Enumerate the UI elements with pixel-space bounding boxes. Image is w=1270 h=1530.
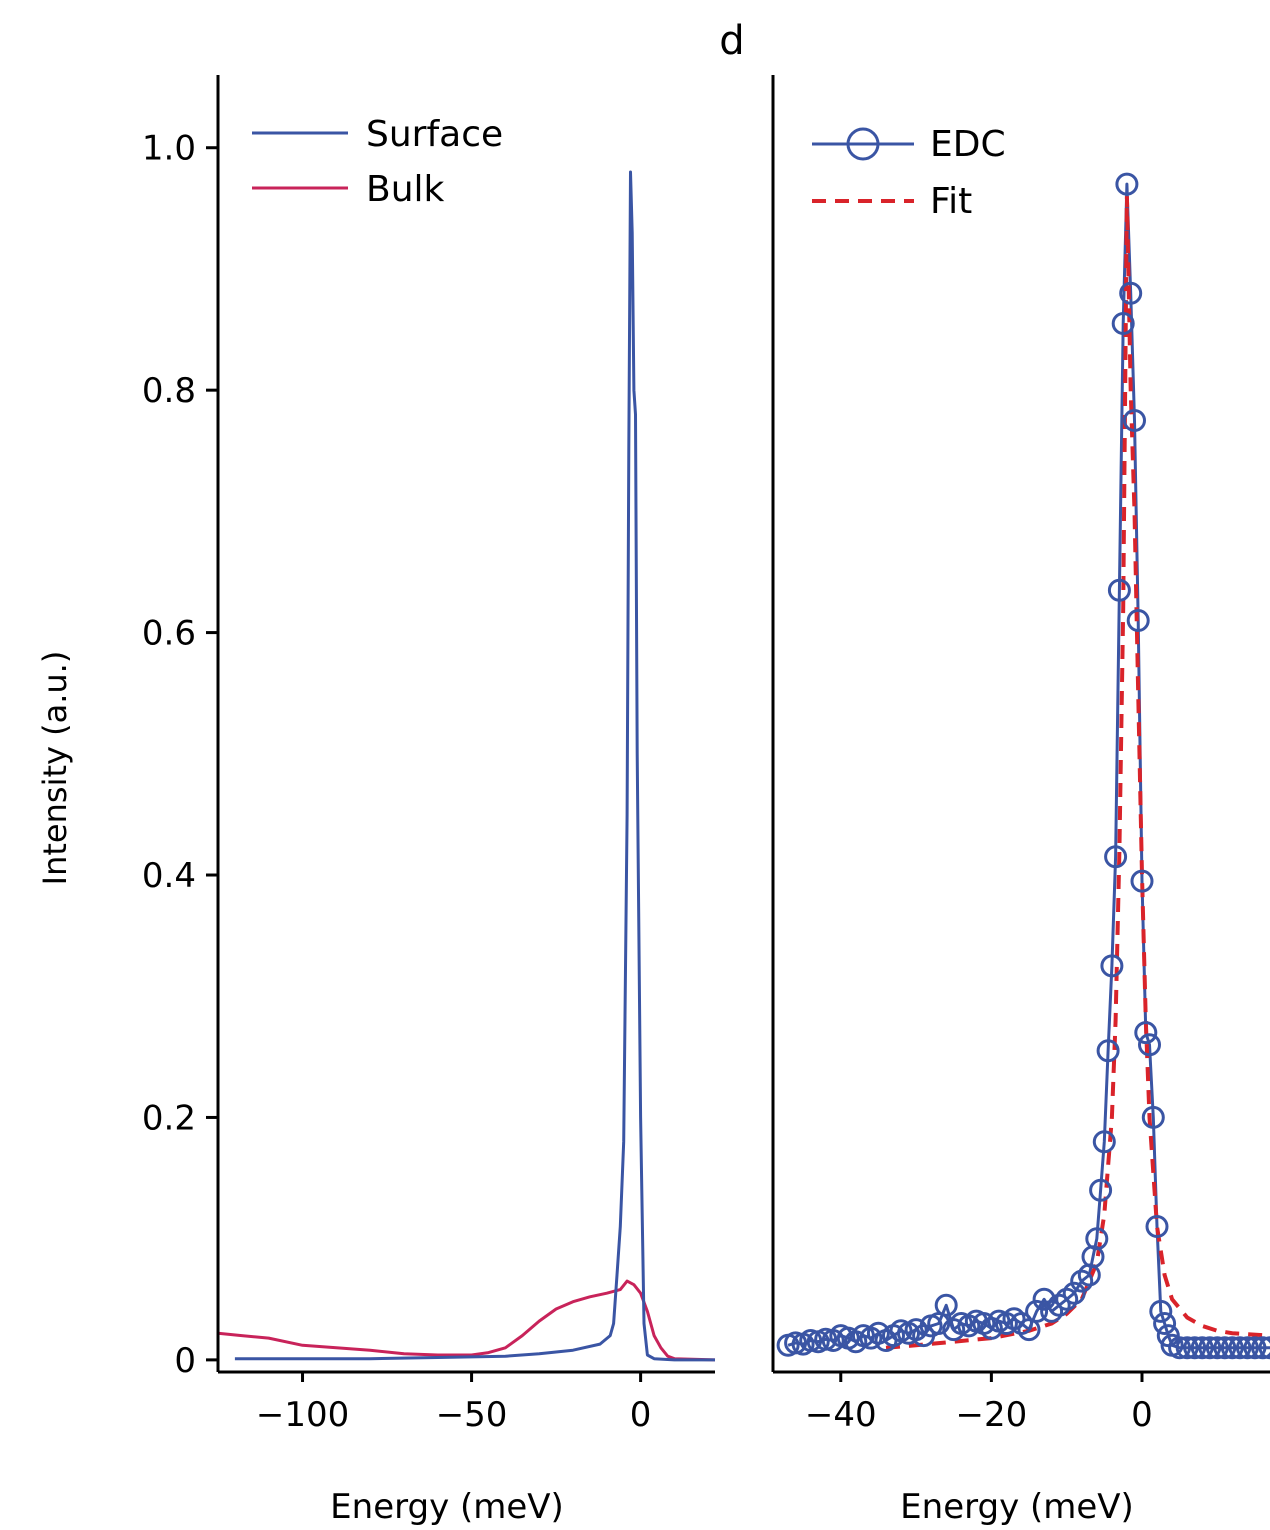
edc-data-point: [1123, 409, 1146, 432]
edc-data-point: [1104, 845, 1128, 869]
edc-data-point: [1010, 1312, 1033, 1335]
left-y-axis-label: Intensity (a.u.): [36, 651, 74, 886]
edc-data-point: [934, 1293, 958, 1317]
edc-data-point: [1141, 1105, 1165, 1129]
panel-label: d: [719, 18, 744, 64]
right-x-ticks: −40 −20 0: [805, 1372, 1153, 1435]
legend-label-surface: Surface: [366, 114, 503, 155]
edc-data-point: [1032, 1287, 1056, 1311]
right-legend: EDC Fit: [812, 124, 1006, 222]
edc-data-point: [1251, 1336, 1270, 1360]
edc-data-point: [784, 1331, 808, 1355]
edc-data-point: [979, 1316, 1003, 1340]
series-line-edc: [787, 182, 1270, 1350]
edc-data-point: [1092, 1130, 1116, 1154]
left-x-axis-label: Energy (meV): [330, 1487, 564, 1527]
edc-data-point: [814, 1327, 838, 1351]
edc-data-point: [1228, 1336, 1252, 1360]
right-x-tick-label: −40: [805, 1395, 877, 1435]
edc-data-point: [1156, 1324, 1180, 1348]
edc-data-point: [1107, 578, 1131, 602]
edc-data-point: [799, 1329, 823, 1352]
left-y-tick-label: 0.6: [142, 614, 196, 654]
edc-data-point: [1220, 1336, 1244, 1360]
right-x-tick-label: −20: [955, 1395, 1027, 1435]
edc-data-point: [904, 1318, 928, 1342]
left-x-tick-label: −50: [436, 1395, 508, 1435]
left-y-ticks: 0 0.2 0.4 0.6 0.8 1.0: [142, 129, 218, 1381]
edc-data-point: [1096, 1039, 1120, 1063]
right-x-tick-label: 0: [1131, 1395, 1153, 1435]
edc-data-point: [1134, 1021, 1158, 1045]
edc-data-point: [1025, 1299, 1049, 1323]
left-panel: 0 0.2 0.4 0.6 0.8 1.0 −100 −50 0 Intensity (a.u…: [36, 75, 716, 1527]
right-plot-series: [776, 172, 1270, 1360]
left-plot-series: [217, 170, 716, 1362]
series-line-fit: [885, 196, 1270, 1350]
series-line-bulk: [217, 1279, 716, 1362]
left-x-tick-label: −100: [256, 1395, 349, 1435]
edc-data-point: [1213, 1336, 1237, 1360]
left-x-tick-label: 0: [630, 1395, 652, 1435]
edc-data-point: [1130, 869, 1154, 893]
edc-data-point: [1145, 1215, 1169, 1238]
left-y-tick-label: 0.2: [142, 1098, 196, 1138]
edc-data-point: [1168, 1336, 1192, 1360]
edc-data-point: [1062, 1281, 1086, 1305]
edc-data-point: [1089, 1178, 1113, 1202]
edc-data-point: [866, 1321, 890, 1345]
edc-data-point: [1183, 1336, 1207, 1360]
legend-label-edc: EDC: [930, 124, 1006, 165]
edc-data-point: [1149, 1299, 1173, 1323]
left-y-tick-label: 0: [174, 1341, 196, 1381]
edc-data-point: [1119, 281, 1143, 305]
left-y-tick-label: 0.4: [142, 856, 196, 896]
edc-data-point: [1190, 1336, 1214, 1360]
edc-data-point: [1100, 954, 1124, 978]
legend-swatch-edc-marker: [846, 127, 880, 161]
edc-data-point: [1138, 1033, 1161, 1057]
left-x-ticks: −100 −50 0: [256, 1372, 652, 1435]
left-legend: Surface Bulk: [252, 114, 503, 210]
right-panel: −40 −20 0 Energy (meV) EDC Fit: [771, 75, 1270, 1527]
edc-data-point: [1175, 1336, 1199, 1360]
legend-label-bulk: Bulk: [366, 169, 445, 210]
left-y-tick-label: 1.0: [142, 129, 196, 169]
edc-data-point: [1235, 1336, 1259, 1360]
edc-data-point: [1126, 609, 1150, 632]
edc-data-point: [1085, 1227, 1109, 1251]
edc-data-point: [1115, 172, 1139, 196]
legend-label-fit: Fit: [930, 181, 972, 222]
right-x-axis-label: Energy (meV): [900, 1487, 1134, 1527]
edc-data-point: [1243, 1336, 1267, 1360]
edc-data-point: [1198, 1336, 1222, 1360]
edc-data-point: [1205, 1336, 1229, 1360]
edc-data-point: [1153, 1312, 1177, 1335]
series-line-surface: [234, 170, 715, 1362]
edc-data-point: [1111, 312, 1135, 335]
edc-data-point: [1055, 1287, 1079, 1311]
edc-data-point: [1258, 1336, 1270, 1360]
edc-data-point: [1047, 1293, 1071, 1317]
left-y-tick-label: 0.8: [142, 371, 196, 411]
